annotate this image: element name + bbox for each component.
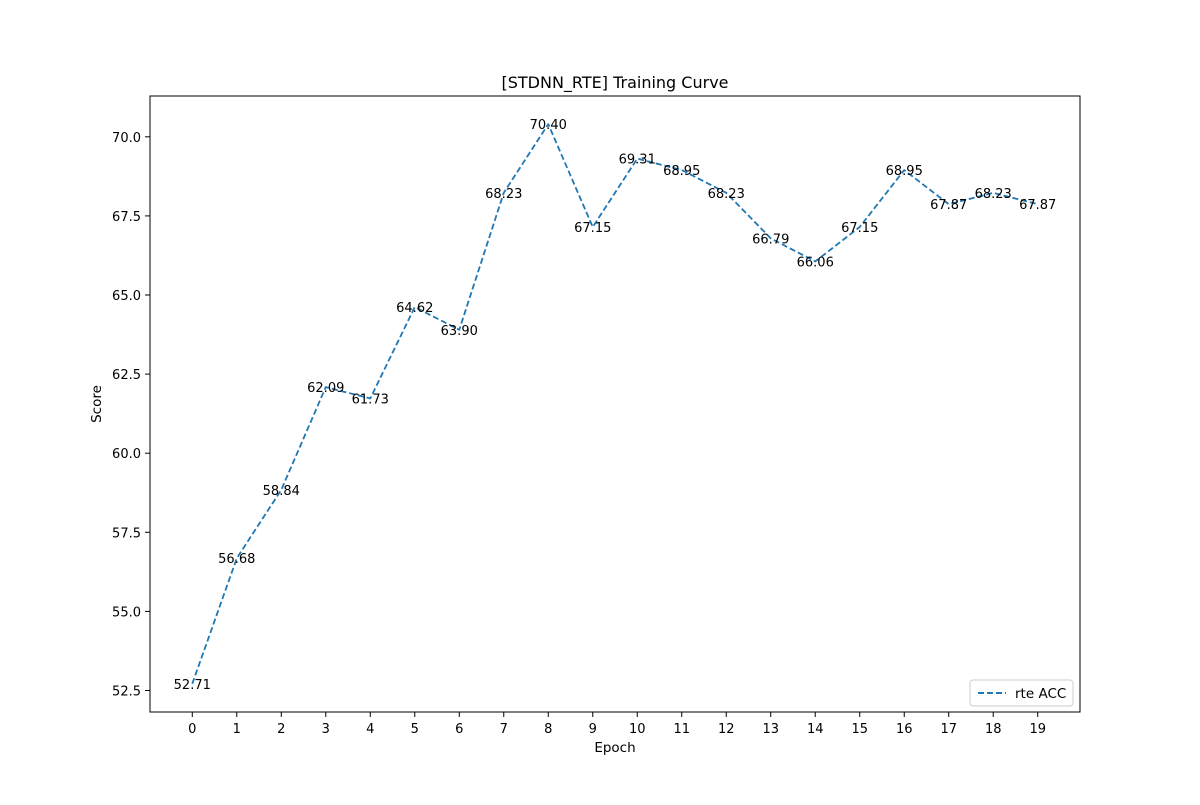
data-label: 56.68	[218, 552, 255, 567]
x-tick-label: 12	[718, 722, 735, 737]
y-tick-label: 67.5	[112, 210, 141, 225]
data-label: 68.23	[975, 187, 1012, 202]
x-tick-label: 16	[896, 722, 913, 737]
data-label: 52.71	[174, 678, 211, 693]
data-label: 67.87	[930, 198, 967, 213]
series-layer	[191, 123, 1038, 685]
data-label: 66.06	[797, 255, 834, 270]
data-label: 68.95	[886, 164, 923, 179]
x-tick-label: 0	[188, 722, 196, 737]
legend-box	[969, 679, 1074, 707]
data-label: 64.62	[396, 301, 433, 316]
data-label: 68.95	[663, 164, 700, 179]
legend: rte ACC	[969, 679, 1074, 707]
x-tick-label: 7	[500, 722, 508, 737]
x-tick-label: 18	[985, 722, 1002, 737]
data-label: 58.84	[263, 484, 300, 499]
plot-frame	[149, 95, 1081, 713]
x-axis-label: Epoch	[594, 740, 635, 756]
y-tick-label: 60.0	[112, 447, 141, 462]
y-tick-label: 55.0	[112, 605, 141, 620]
x-tick-label: 11	[673, 722, 690, 737]
x-tick-label: 5	[411, 722, 419, 737]
x-tick-label: 6	[455, 722, 463, 737]
x-tick-label: 19	[1029, 722, 1046, 737]
data-label: 68.23	[708, 187, 745, 202]
legend-label: rte ACC	[1015, 686, 1066, 702]
x-tick-label: 17	[940, 722, 957, 737]
data-label: 68.23	[485, 187, 522, 202]
data-label: 61.73	[352, 392, 389, 407]
data-label: 62.09	[307, 381, 344, 396]
y-tick-label: 62.5	[112, 368, 141, 383]
data-label: 67.15	[841, 221, 878, 236]
x-tick-label: 2	[277, 722, 285, 737]
x-tick-label: 3	[322, 722, 330, 737]
y-tick-label: 65.0	[112, 289, 141, 304]
x-tick-label: 4	[366, 722, 374, 737]
x-tick-label: 15	[851, 722, 868, 737]
x-tick-label: 8	[544, 722, 552, 737]
data-label: 63.90	[441, 324, 478, 339]
y-axis-label: Score	[89, 385, 105, 423]
data-label: 67.87	[1019, 198, 1056, 213]
x-tick-label: 14	[807, 722, 824, 737]
data-label: 67.15	[574, 221, 611, 236]
data-label: 69.31	[619, 153, 656, 168]
y-tick-label: 52.5	[112, 684, 141, 699]
data-label: 66.79	[752, 232, 789, 247]
y-tick-label: 70.0	[112, 131, 141, 146]
chart-title: [STDNN_RTE] Training Curve	[501, 73, 728, 93]
data-labels: 52.71 56.68 58.84 62.09 61.73 64.62 63.90 68.23…	[174, 118, 1057, 693]
data-label: 70.40	[530, 118, 567, 133]
x-tick-label: 1	[233, 722, 241, 737]
x-tick-label: 9	[589, 722, 597, 737]
y-tick-label: 57.5	[112, 526, 141, 541]
x-tick-label: 10	[629, 722, 646, 737]
series-line-0	[191, 123, 1038, 685]
axis-ticks: 0 1 2 3 4 5 6 7 8 9 10 11 12 13 14 15 16 17 18 1952.555.057…	[112, 131, 1046, 737]
x-tick-label: 13	[762, 722, 779, 737]
